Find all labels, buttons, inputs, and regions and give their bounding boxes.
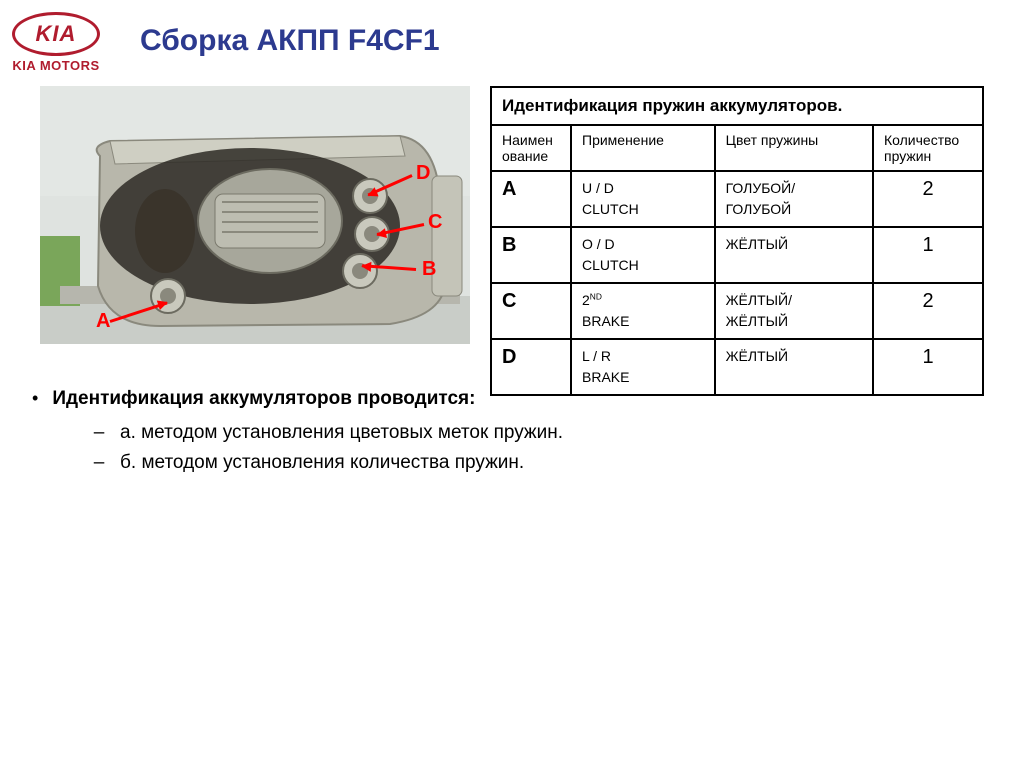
hdr-color: Цвет пружины (715, 125, 873, 171)
transmission-svg (40, 86, 470, 344)
page-title: Сборка АКПП F4CF1 (140, 24, 440, 58)
photo-label-a: A (96, 310, 110, 333)
bullet-sub-text: а. методом установления цветовых меток п… (120, 422, 563, 444)
cell-qty: 1 (873, 339, 983, 395)
hdr-application: Применение (571, 125, 715, 171)
dash-icon: – (92, 452, 106, 474)
table-row: A U / D CLUTCH ГОЛУБОЙ/ ГОЛУБОЙ 2 (491, 171, 983, 227)
cell-application: O / D CLUTCH (571, 227, 715, 283)
bullet-dot-icon: • (32, 389, 38, 407)
table-row: C 2ND BRAKE ЖЁЛТЫЙ/ ЖЁЛТЫЙ 2 (491, 283, 983, 339)
table-row: B O / D CLUTCH ЖЁЛТЫЙ 1 (491, 227, 983, 283)
content-row: A B C D Идентификация пружин аккумулятор… (40, 86, 984, 396)
cell-application: 2ND BRAKE (571, 283, 715, 339)
bullet-lead-text: Идентификация аккумуляторов проводится: (52, 388, 475, 410)
cell-color: ЖЁЛТЫЙ (715, 339, 873, 395)
bullet-lead: • Идентификация аккумуляторов проводится… (32, 388, 984, 410)
bullet-sub: – б. методом установления количества пру… (92, 452, 984, 474)
cell-qty: 2 (873, 283, 983, 339)
kia-logo: KIA KIA MOTORS (12, 12, 100, 73)
photo-label-b: B (422, 258, 436, 281)
photo-label-d: D (416, 162, 430, 185)
bullet-sub-text: б. методом установления количества пружи… (120, 452, 524, 474)
table-row: D L / R BRAKE ЖЁЛТЫЙ 1 (491, 339, 983, 395)
spring-table-wrap: Идентификация пружин аккумуляторов. Наим… (490, 86, 984, 396)
kia-logo-sub: KIA MOTORS (12, 58, 100, 73)
transmission-photo: A B C D (40, 86, 470, 344)
table-caption-row: Идентификация пружин аккумуляторов. (491, 87, 983, 125)
cell-qty: 2 (873, 171, 983, 227)
cell-name: C (491, 283, 571, 339)
photo-label-c: C (428, 211, 442, 234)
cell-name: D (491, 339, 571, 395)
cell-application: U / D CLUTCH (571, 171, 715, 227)
cell-application: L / R BRAKE (571, 339, 715, 395)
table-header-row: Наимен ование Применение Цвет пружины Ко… (491, 125, 983, 171)
hdr-name: Наимен ование (491, 125, 571, 171)
spring-table: Идентификация пружин аккумуляторов. Наим… (490, 86, 984, 396)
cell-qty: 1 (873, 227, 983, 283)
cell-color: ЖЁЛТЫЙ/ ЖЁЛТЫЙ (715, 283, 873, 339)
dash-icon: – (92, 422, 106, 444)
cell-color: ГОЛУБОЙ/ ГОЛУБОЙ (715, 171, 873, 227)
cell-color: ЖЁЛТЫЙ (715, 227, 873, 283)
cell-name: B (491, 227, 571, 283)
bullet-sub: – а. методом установления цветовых меток… (92, 422, 984, 444)
cell-name: A (491, 171, 571, 227)
bullet-section: • Идентификация аккумуляторов проводится… (32, 388, 984, 482)
table-caption: Идентификация пружин аккумуляторов. (491, 87, 983, 125)
kia-logo-text: KIA (36, 21, 77, 47)
kia-logo-oval: KIA (12, 12, 100, 56)
hdr-qty: Количество пружин (873, 125, 983, 171)
